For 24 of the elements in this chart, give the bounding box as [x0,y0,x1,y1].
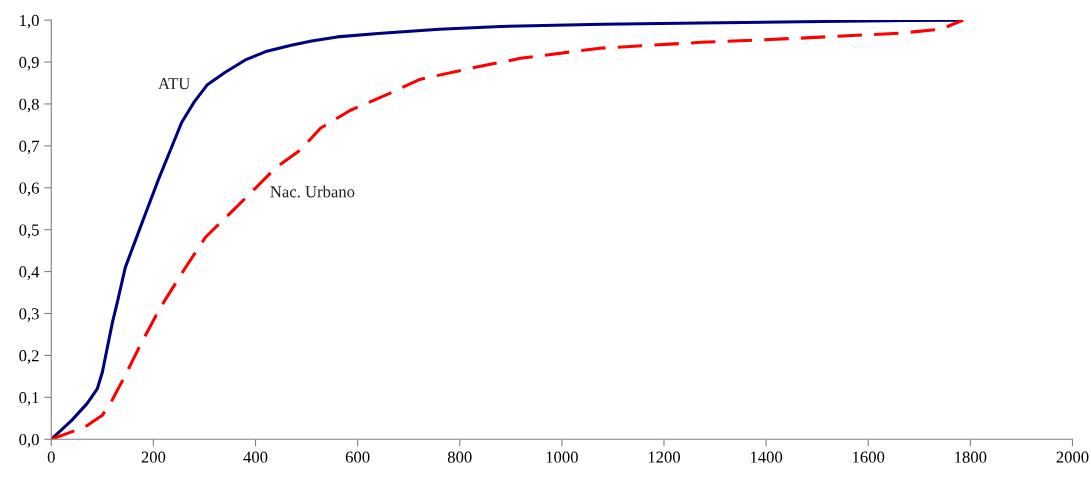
y-tick-label: 0,6 [19,182,39,197]
x-tick-label: 200 [141,451,166,463]
y-tick-label: 0,7 [19,140,39,155]
y-tick-label: 0,8 [19,98,39,113]
x-tick-label: 1200 [648,451,681,463]
y-tick-label: 0,1 [19,392,39,406]
x-tick-label: 0 [47,451,55,463]
x-tick-label: 1000 [546,451,578,463]
x-tick-label: 1800 [955,451,987,463]
y-tick-label: 0,2 [19,350,39,364]
x-tick-label: 600 [345,451,370,463]
series-label: Nac. Urbano [270,185,355,198]
y-tick-label: 0,4 [19,266,40,280]
y-tick-label: 0,0 [19,433,39,448]
x-tick-label: 400 [243,451,268,463]
x-tick-label: 1600 [853,451,885,463]
x-tick-label: 2000 [1056,451,1089,463]
y-tick-label: 1,0 [20,14,39,29]
y-tick-label: 0,5 [19,224,39,239]
x-tick-label: 1400 [750,451,783,463]
series-label: ATU [158,78,190,90]
y-tick-label: 0,9 [19,56,39,71]
y-tick-label: 0,3 [19,308,39,322]
x-tick-label: 800 [447,451,472,463]
